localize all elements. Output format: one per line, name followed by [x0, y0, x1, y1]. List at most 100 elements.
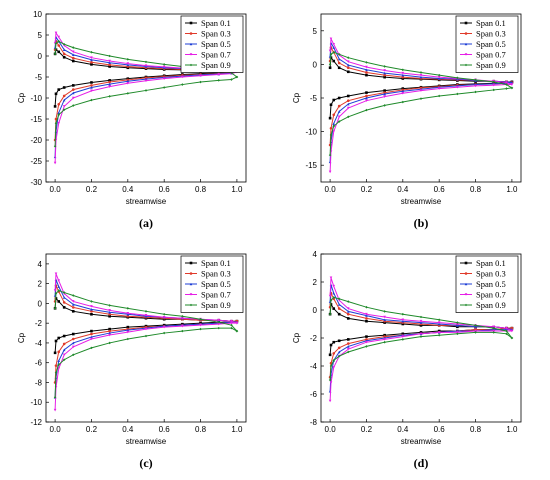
- data-point: [346, 70, 350, 74]
- y-tick-label: 10: [33, 10, 42, 19]
- data-point: [346, 317, 350, 320]
- legend-label: Span 0.3: [476, 29, 506, 39]
- series-span-0-9: [328, 296, 514, 382]
- data-point: [90, 84, 93, 87]
- data-point: [54, 42, 58, 45]
- data-point: [144, 89, 148, 92]
- legend-label: Span 0.5: [476, 279, 506, 289]
- chart-svg: 0.0 0.2 0.4 0.6 0.8 1.0 -12 -10 -8 -6 -4 -2 0 2 4 strea…: [17, 253, 247, 470]
- x-tick-label: 0.8: [195, 185, 207, 194]
- data-point: [57, 88, 61, 91]
- data-point: [383, 321, 386, 324]
- data-point: [108, 61, 111, 65]
- data-point: [126, 92, 130, 95]
- data-point: [401, 318, 405, 322]
- data-point: [328, 399, 332, 403]
- legend-marker: [189, 293, 193, 296]
- data-point: [332, 113, 336, 117]
- legend-item: Span 0.5: [460, 39, 506, 49]
- data-point: [57, 359, 61, 363]
- series-line-suction-side: [54, 321, 237, 398]
- data-point: [62, 334, 66, 338]
- legend-item: Span 0.7: [185, 290, 231, 300]
- x-tick-label: 0.2: [86, 185, 98, 194]
- data-point: [456, 92, 459, 96]
- data-point: [365, 71, 368, 74]
- data-point: [456, 325, 459, 329]
- data-point: [346, 310, 350, 313]
- y-tick-label: -8: [35, 378, 43, 387]
- legend-marker: [189, 261, 193, 265]
- legend-marker: [189, 21, 193, 25]
- data-point: [419, 319, 423, 323]
- data-point: [71, 56, 75, 60]
- data-point: [90, 86, 93, 89]
- legend-label: Span 0.9: [201, 300, 231, 310]
- data-point: [401, 312, 405, 316]
- data-point: [346, 347, 350, 351]
- legend-label: Span 0.7: [201, 290, 231, 300]
- data-point: [57, 300, 61, 303]
- data-point: [108, 341, 111, 345]
- data-point: [383, 318, 386, 322]
- data-point: [126, 307, 130, 310]
- legend-item: Span 0.7: [460, 290, 506, 300]
- panel-caption: (d): [414, 456, 429, 470]
- data-point: [337, 303, 341, 306]
- y-tick-label: -8: [310, 418, 318, 427]
- data-point: [346, 307, 350, 310]
- data-point: [510, 329, 514, 333]
- data-point: [365, 73, 368, 77]
- legend-item: Span 0.3: [185, 269, 231, 279]
- data-point: [510, 326, 514, 330]
- data-point: [365, 317, 368, 320]
- data-point: [437, 333, 441, 337]
- chart-svg: 0.0 0.2 0.4 0.6 0.8 1.0 -30 -25 -20 -15 -10 -5 0 5 10 s…: [17, 10, 247, 230]
- legend-item: Span 0.1: [185, 18, 231, 28]
- data-point: [62, 105, 66, 108]
- data-point: [71, 303, 75, 306]
- data-point: [108, 95, 111, 98]
- data-point: [365, 340, 368, 344]
- x-axis-title: streamwise: [401, 437, 442, 446]
- y-tick-label: -6: [35, 359, 43, 368]
- data-point: [419, 73, 423, 77]
- data-point: [383, 95, 386, 98]
- y-tick-label: 0: [38, 299, 43, 308]
- series-line-suction-side: [329, 331, 513, 381]
- x-tick-label: 0.8: [195, 425, 207, 434]
- data-point: [53, 307, 57, 310]
- data-point: [383, 73, 386, 77]
- data-point: [144, 334, 148, 338]
- data-point: [383, 65, 386, 68]
- y-tick-label: 2: [313, 278, 318, 287]
- data-point: [505, 326, 508, 330]
- legend-label: Span 0.3: [201, 29, 231, 39]
- data-point: [71, 310, 75, 313]
- data-point: [401, 88, 405, 92]
- data-point: [437, 94, 441, 98]
- data-point: [181, 83, 184, 86]
- legend-item: Span 0.3: [185, 29, 231, 39]
- data-point: [108, 333, 111, 337]
- x-tick-label: 0.0: [50, 425, 62, 434]
- data-point: [230, 78, 233, 81]
- data-point: [108, 82, 111, 86]
- data-point: [90, 346, 93, 350]
- data-point: [346, 345, 350, 348]
- data-point: [505, 329, 508, 333]
- x-tick-label: 1.0: [231, 185, 243, 194]
- data-point: [57, 285, 61, 288]
- data-point: [456, 331, 459, 334]
- series-span-0-7: [53, 272, 239, 412]
- y-tick-label: -10: [30, 398, 42, 407]
- data-point: [217, 73, 221, 76]
- chart-panel-b: 0.0 0.2 0.4 0.6 0.8 1.0 -15 -10 -5 0 5 streamwise Cp…: [275, 0, 550, 240]
- data-point: [329, 126, 333, 130]
- x-axis-title: streamwise: [401, 197, 442, 206]
- data-point: [328, 170, 332, 174]
- data-point: [199, 317, 202, 321]
- data-point: [53, 161, 57, 165]
- data-point: [419, 71, 423, 74]
- data-point: [329, 276, 333, 280]
